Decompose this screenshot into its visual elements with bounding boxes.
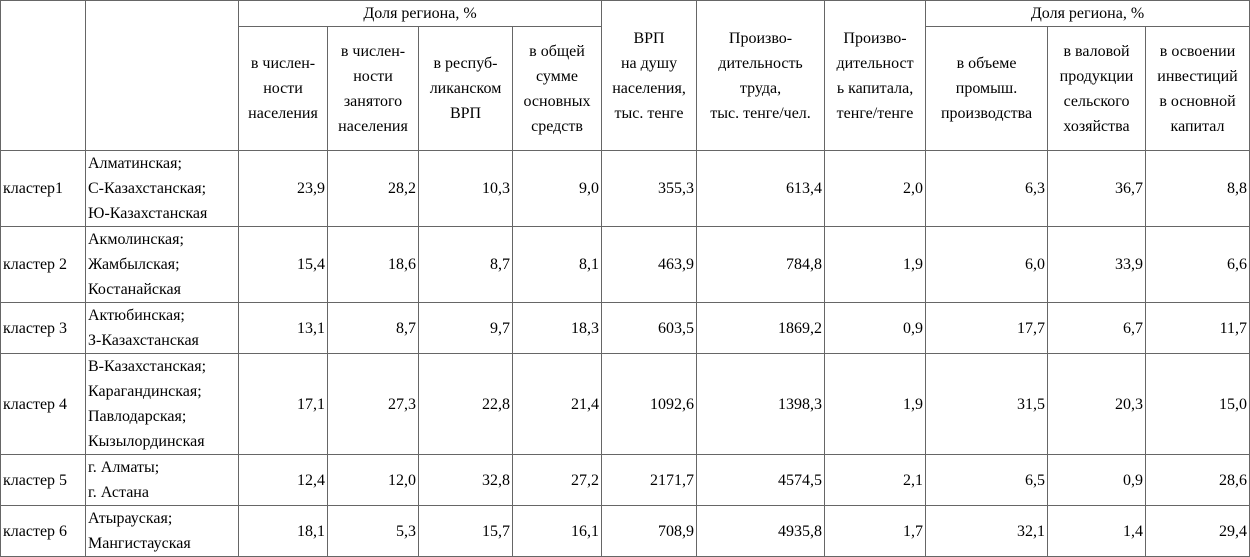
value-cell: 32,1 — [925, 505, 1049, 557]
value-cell: 8,8 — [1145, 150, 1250, 227]
value-cell: 12,0 — [327, 454, 419, 506]
value-cell: 9,0 — [511, 150, 603, 227]
group-header: Доля региона, % — [925, 0, 1250, 27]
corner-cell — [85, 0, 239, 151]
value-cell: 2,0 — [824, 150, 927, 227]
regions-cell: г. Алматы; г. Астана — [85, 454, 239, 506]
value-cell: 1,9 — [824, 226, 927, 303]
corner-cell — [0, 0, 86, 151]
cluster-label: кластер 2 — [0, 226, 86, 303]
column-header: Произво- дительност ь капитала, тенге/те… — [824, 0, 927, 151]
value-cell: 33,9 — [1047, 226, 1147, 303]
value-cell: 8,7 — [418, 226, 513, 303]
value-cell: 1,7 — [824, 505, 927, 557]
column-header: Произво- дительность труда, тыс. тенге/ч… — [696, 0, 826, 151]
value-cell: 0,9 — [824, 302, 927, 354]
value-cell: 21,4 — [511, 353, 603, 455]
column-header: в валовой продукции сельского хозяйства — [1047, 26, 1147, 151]
value-cell: 1,9 — [824, 353, 927, 455]
value-cell: 463,9 — [601, 226, 698, 303]
value-cell: 355,3 — [601, 150, 698, 227]
value-cell: 6,6 — [1145, 226, 1250, 303]
column-header: в освоении инвестиций в основной капитал — [1145, 26, 1250, 151]
header-row: в числен- ности населения в числен- ности… — [1, 26, 1250, 151]
value-cell: 13,1 — [238, 302, 328, 354]
value-cell: 28,2 — [327, 150, 419, 227]
value-cell: 4574,5 — [696, 454, 826, 506]
value-cell: 4935,8 — [696, 505, 826, 557]
value-cell: 15,7 — [418, 505, 513, 557]
cluster-label: кластер 3 — [0, 302, 86, 354]
value-cell: 31,5 — [925, 353, 1049, 455]
data-row: кластер 5 г. Алматы; г. Астана 12,4 12,0 32,… — [0, 454, 1250, 506]
value-cell: 18,6 — [327, 226, 419, 303]
value-cell: 708,9 — [601, 505, 698, 557]
value-cell: 29,4 — [1145, 505, 1250, 557]
value-cell: 603,5 — [601, 302, 698, 354]
data-row: кластер 3 Актюбинская; З-Казахстанская 13,… — [0, 302, 1250, 354]
regions-cell: Алматинская; С-Казахстанская; Ю-Казахста… — [85, 150, 239, 227]
column-header: в респуб- ликанском ВРП — [418, 26, 513, 151]
value-cell: 8,1 — [511, 226, 603, 303]
value-cell: 5,3 — [327, 505, 419, 557]
value-cell: 15,0 — [1145, 353, 1250, 455]
value-cell: 17,1 — [238, 353, 328, 455]
column-header: в объеме промыш. производства — [925, 26, 1049, 151]
value-cell: 27,2 — [511, 454, 603, 506]
data-row: кластер 6 Атырауская; Мангистауская 18,1 5,… — [0, 505, 1250, 557]
value-cell: 15,4 — [238, 226, 328, 303]
value-cell: 2171,7 — [601, 454, 698, 506]
value-cell: 613,4 — [696, 150, 826, 227]
value-cell: 6,7 — [1047, 302, 1147, 354]
value-cell: 1,4 — [1047, 505, 1147, 557]
cluster-label: кластер 6 — [0, 505, 86, 557]
regions-cell: В-Казахстанская; Карагандинская; Павлода… — [85, 353, 239, 455]
value-cell: 6,3 — [925, 150, 1049, 227]
cluster-label: кластер 4 — [0, 353, 86, 455]
value-cell: 16,1 — [511, 505, 603, 557]
value-cell: 8,7 — [327, 302, 419, 354]
cluster-label: кластер1 — [0, 150, 86, 227]
value-cell: 1398,3 — [696, 353, 826, 455]
group-header: Доля региона, % — [237, 0, 603, 27]
value-cell: 22,8 — [418, 353, 513, 455]
regions-cell: Акмолинская; Жамбылская; Костанайская — [85, 226, 239, 303]
value-cell: 6,5 — [925, 454, 1049, 506]
value-cell: 2,1 — [824, 454, 927, 506]
value-cell: 6,0 — [925, 226, 1049, 303]
value-cell: 20,3 — [1047, 353, 1147, 455]
regions-cell: Атырауская; Мангистауская — [85, 505, 239, 557]
value-cell: 1092,6 — [601, 353, 698, 455]
cluster-label: кластер 5 — [0, 454, 86, 506]
value-cell: 32,8 — [418, 454, 513, 506]
value-cell: 28,6 — [1145, 454, 1250, 506]
data-row: кластер 4 В-Казахстанская; Карагандинская… — [0, 353, 1250, 455]
value-cell: 17,7 — [925, 302, 1049, 354]
value-cell: 23,9 — [238, 150, 328, 227]
column-header: ВРП на душу населения, тыс. тенге — [601, 0, 698, 151]
value-cell: 27,3 — [327, 353, 419, 455]
value-cell: 784,8 — [696, 226, 826, 303]
value-cell: 1869,2 — [696, 302, 826, 354]
value-cell: 10,3 — [418, 150, 513, 227]
value-cell: 18,1 — [238, 505, 328, 557]
value-cell: 36,7 — [1047, 150, 1147, 227]
regions-cell: Актюбинская; З-Казахстанская — [85, 302, 239, 354]
column-header: в числен- ности населения — [238, 26, 328, 151]
value-cell: 0,9 — [1047, 454, 1147, 506]
column-header: в числен- ности занятого населения — [327, 26, 419, 151]
value-cell: 12,4 — [238, 454, 328, 506]
value-cell: 18,3 — [511, 302, 603, 354]
value-cell: 9,7 — [418, 302, 513, 354]
data-row: кластер 2 Акмолинская; Жамбылская; Костан… — [0, 226, 1250, 303]
value-cell: 11,7 — [1145, 302, 1250, 354]
data-row: кластер1 Алматинская; С-Казахстанская; Ю-… — [0, 150, 1250, 227]
header-row: Доля региона, % ВРП на душу населения, ты… — [0, 0, 1250, 151]
column-header: в общей сумме основных средств — [511, 26, 603, 151]
